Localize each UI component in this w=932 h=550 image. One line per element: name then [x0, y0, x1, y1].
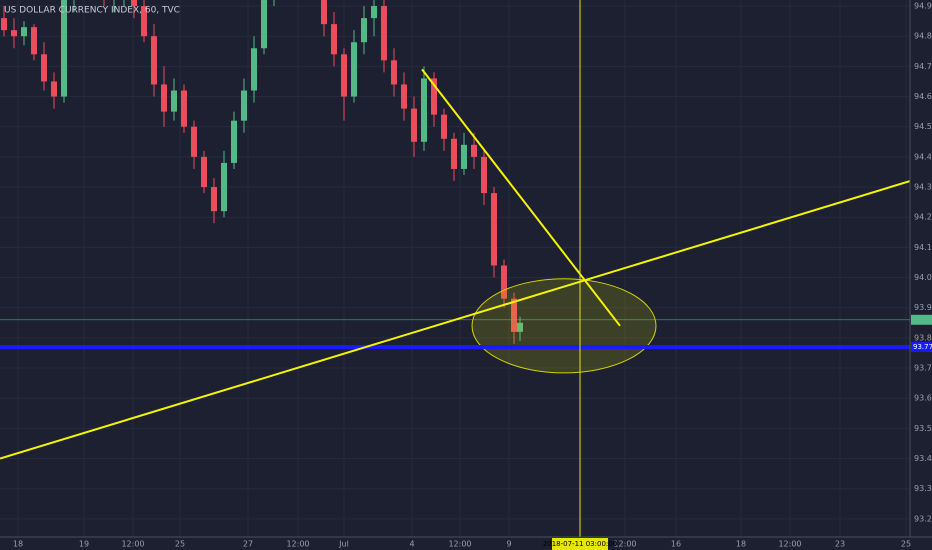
trend-line: [421, 68, 621, 327]
y-tick-label: 93.30: [914, 484, 932, 493]
plot-area: [0, 0, 910, 537]
crosshair-label: 2018-07-11 03:00:00: [543, 540, 617, 548]
candle-body: [161, 84, 167, 112]
y-tick-label: 94.70: [914, 62, 932, 71]
x-tick-label: 19: [79, 540, 89, 549]
y-tick-label: 94.20: [914, 213, 932, 222]
y-tick-label: 94.40: [914, 152, 932, 161]
x-tick-label: 25: [175, 540, 185, 549]
candle-body: [241, 90, 247, 121]
x-tick-label: 23: [835, 540, 845, 549]
y-tick-label: 93.90: [914, 303, 932, 312]
x-tick-label: 12:00: [448, 540, 471, 549]
x-tick-label: Jul: [338, 540, 349, 549]
candle-body: [461, 144, 467, 169]
candle-body: [171, 90, 177, 112]
candle-body: [61, 0, 67, 97]
candle-body: [491, 193, 497, 266]
y-tick-label: 94.80: [914, 32, 932, 41]
candle-body: [341, 54, 347, 97]
y-tick-label: 94.50: [914, 122, 932, 131]
candle-body: [431, 78, 437, 115]
x-tick-label: 18: [736, 540, 746, 549]
candle-body: [331, 24, 337, 55]
price-marker: [911, 314, 932, 325]
x-tick-label: 16: [671, 540, 681, 549]
candle-body: [21, 27, 27, 37]
y-tick-label: 93.70: [914, 364, 932, 373]
candle-body: [151, 36, 157, 85]
highlight-ellipse: [471, 278, 657, 374]
candle-body: [191, 126, 197, 157]
x-tick-label: 12:00: [121, 540, 144, 549]
grid: [0, 0, 910, 537]
candle-body: [1, 18, 7, 31]
x-tick-label: 12:00: [778, 540, 801, 549]
candle-body: [421, 78, 427, 142]
candle-body: [391, 60, 397, 85]
y-tick-label: 93.40: [914, 454, 932, 463]
candle-body: [481, 156, 487, 194]
x-tick-label: 25: [901, 540, 911, 549]
x-tick-label: 9: [506, 540, 511, 549]
candle-body: [321, 0, 327, 25]
x-tick-label: 12:00: [286, 540, 309, 549]
candle-body: [361, 18, 367, 43]
y-tick-label: 94.10: [914, 243, 932, 252]
x-tick-label: 12:00: [613, 540, 636, 549]
candle-body: [201, 156, 207, 188]
candle-body: [51, 81, 57, 97]
candle-body: [181, 90, 187, 127]
candle-body: [211, 187, 217, 212]
support-label-box: [911, 341, 932, 352]
candle-body: [371, 6, 377, 19]
support-label: 93.77: [913, 343, 932, 351]
candle-body: [231, 120, 237, 163]
axes: 94.90 94.80 94.70 94.60 94.50 94.40 94.30 94.20…: [13, 2, 932, 550]
candle-body: [441, 114, 447, 139]
x-tick-label: 27: [243, 540, 253, 549]
y-tick-label: 94.00: [914, 273, 932, 282]
candle-body: [401, 84, 407, 109]
trend-line: [0, 180, 910, 460]
y-tick-label: 93.20: [914, 514, 932, 523]
candle-body: [141, 6, 147, 37]
y-tick-label: 94.30: [914, 183, 932, 192]
chart-title: US DOLLAR CURRENCY INDEX, 60, TVC: [4, 6, 180, 16]
candle-body: [11, 30, 17, 37]
candle-body: [501, 265, 507, 299]
candle-body: [261, 0, 267, 49]
y-tick-label: 93.80: [914, 333, 932, 342]
y-tick-label: 93.50: [914, 424, 932, 433]
candle-body: [31, 27, 37, 55]
candle-body: [471, 144, 477, 157]
y-tick-label: 94.60: [914, 92, 932, 101]
candle-body: [511, 298, 517, 332]
candle-body: [381, 6, 387, 61]
candle-body: [517, 322, 523, 332]
candle-body: [41, 54, 47, 82]
crosshair-label-box: [552, 538, 608, 550]
candle-body: [351, 42, 357, 97]
y-tick-label: 94.90: [914, 2, 932, 11]
candle-body: [411, 108, 417, 142]
y-tick-label: 93.60: [914, 394, 932, 403]
candle-body: [131, 0, 137, 7]
x-tick-label: 4: [409, 540, 414, 549]
candle-body: [221, 162, 227, 212]
x-tick-label: 18: [13, 540, 23, 549]
candle-body: [251, 48, 257, 91]
candle-body: [451, 138, 457, 169]
